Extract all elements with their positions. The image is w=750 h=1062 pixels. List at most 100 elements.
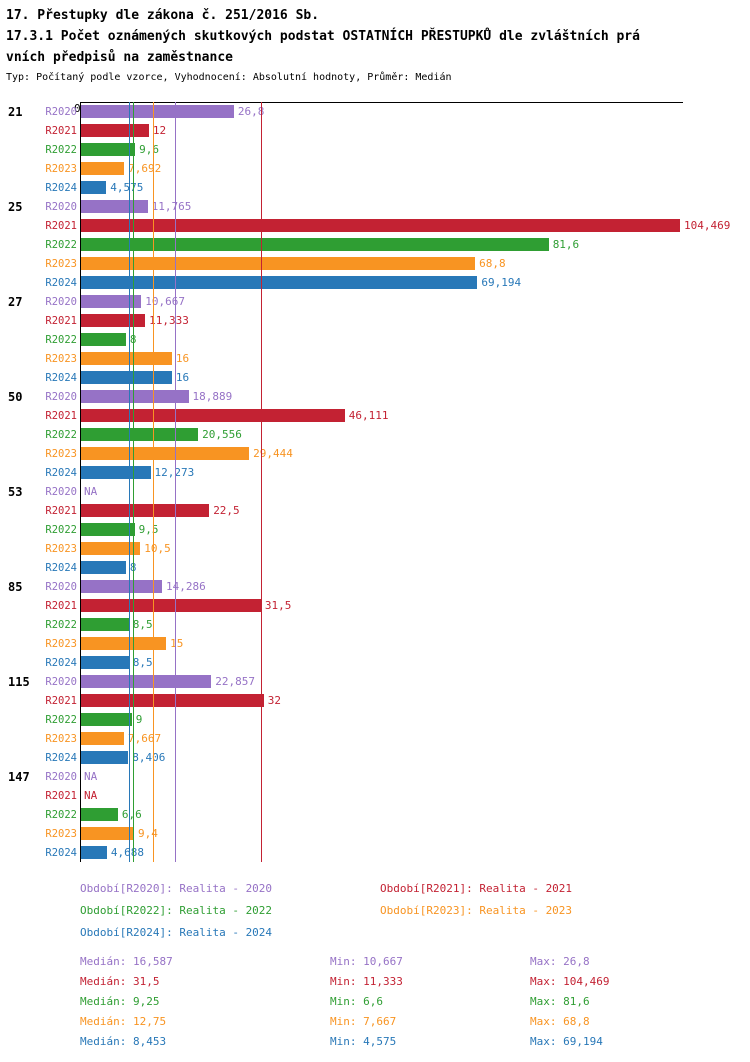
- series-label: R2023: [45, 352, 77, 365]
- report-title: 17. Přestupky dle zákona č. 251/2016 Sb.: [6, 8, 320, 23]
- bar-track: 14,286: [80, 580, 750, 593]
- stat-median-r2022: Medián: 9,25: [80, 995, 160, 1008]
- series-label: R2023: [45, 637, 77, 650]
- series-label: R2023: [45, 732, 77, 745]
- series-label: R2021: [45, 789, 77, 802]
- bar-track: 69,194: [80, 276, 750, 289]
- series-label: R2022: [45, 523, 77, 536]
- legend: Období[R2020]: Realita - 2020 Období[R202…: [80, 882, 750, 939]
- bar-track: 29,444: [80, 447, 750, 460]
- bar-row: R2024 69,194: [0, 273, 750, 292]
- value-label: 81,6: [552, 238, 580, 251]
- bar: [80, 561, 126, 574]
- stat-min-r2024: Min: 4,575: [330, 1035, 397, 1048]
- stat-min-r2022: Min: 6,6: [330, 995, 383, 1008]
- legend-item-r2022: Období[R2022]: Realita - 2022: [80, 904, 273, 917]
- stat-max-r2021: Max: 104,469: [530, 975, 610, 988]
- bar-row: R2022 20,556: [0, 425, 750, 444]
- group-label: 53: [8, 484, 23, 499]
- bar-track: 32: [80, 694, 750, 707]
- value-label: 6,6: [121, 808, 142, 821]
- bar: [80, 751, 129, 764]
- value-label: 16: [175, 371, 190, 384]
- bar: [80, 523, 135, 536]
- bar-row: 21 R2020 26,8: [0, 102, 750, 121]
- bar-track: 12,273: [80, 466, 750, 479]
- value-label: 8,5: [132, 618, 153, 631]
- bar-row: R2022 6,6: [0, 805, 750, 824]
- bar-group: 147 R2020 NA R2021 NA R2022 6,6 R2023 9,4 R2024 4,…: [0, 767, 750, 862]
- bar: [80, 599, 261, 612]
- report-subtitle-wrap: vních předpisů na zaměstnance: [6, 50, 233, 65]
- series-label: R2022: [45, 618, 77, 631]
- value-label: 4,688: [110, 846, 145, 859]
- bar-group: 50 R2020 18,889 R2021 46,111 R2022 20,556 R2023…: [0, 387, 750, 482]
- value-label: 31,5: [264, 599, 292, 612]
- bar: [80, 675, 212, 688]
- value-label: 69,194: [481, 276, 522, 289]
- value-label: 22,5: [213, 504, 240, 517]
- bar-track: 81,6: [80, 238, 750, 251]
- value-label: 9,5: [138, 523, 159, 536]
- bar: [80, 162, 125, 175]
- series-label: R2024: [45, 371, 77, 384]
- bar-track: 6,6: [80, 808, 750, 821]
- bar-group: 25 R2020 11,765 R2021 104,469 R2022 81,6 R2023 6…: [0, 197, 750, 292]
- bar: [80, 181, 107, 194]
- legend-item-r2024: Období[R2024]: Realita - 2024: [80, 926, 273, 939]
- bar: [80, 808, 118, 821]
- value-label: 8,406: [132, 751, 166, 764]
- series-label: R2024: [45, 656, 77, 669]
- series-label: R2020: [45, 200, 77, 213]
- bar: [80, 504, 210, 517]
- series-label: R2021: [45, 504, 77, 517]
- series-label: R2021: [45, 694, 77, 707]
- series-label: R2021: [45, 124, 77, 137]
- bar: [80, 827, 134, 840]
- series-label: R2024: [45, 561, 77, 574]
- bar: [80, 105, 234, 118]
- series-label: R2023: [45, 542, 77, 555]
- value-label: 12: [152, 124, 167, 137]
- bar-track: 68,8: [80, 257, 750, 270]
- legend-item-r2023: Období[R2023]: Realita - 2023: [380, 904, 573, 917]
- chart-plot: 21 R2020 26,8 R2021 12 R2022 9,6 R2023 7,692 R202…: [0, 102, 750, 862]
- series-label: R2021: [45, 219, 77, 232]
- value-label: 32: [267, 694, 282, 707]
- series-label: R2020: [45, 675, 77, 688]
- series-label: R2022: [45, 428, 77, 441]
- report-meta: Typ: Počítaný podle vzorce, Vyhodnocení:…: [6, 72, 452, 83]
- value-label: 22,857: [215, 675, 256, 688]
- legend-item-r2021: Období[R2021]: Realita - 2021: [380, 882, 573, 895]
- series-label: R2024: [45, 181, 77, 194]
- value-label: 46,111: [348, 409, 389, 422]
- bar-track: 10,667: [80, 295, 750, 308]
- value-label: 29,444: [253, 447, 293, 460]
- bar-row: R2021 104,469: [0, 216, 750, 235]
- bar-group: 53 R2020 NA R2021 22,5 R2022 9,5 R2023 10,5 R2024…: [0, 482, 750, 577]
- series-label: R2023: [45, 827, 77, 840]
- value-label: 9: [135, 713, 143, 726]
- bar: [80, 390, 189, 403]
- series-label: R2020: [45, 390, 77, 403]
- stat-max-r2024: Max: 69,194: [530, 1035, 603, 1048]
- bar-track: 9: [80, 713, 750, 726]
- series-label: R2021: [45, 599, 77, 612]
- group-label: 21: [8, 104, 23, 119]
- bar: [80, 276, 478, 289]
- bar-track: 8,5: [80, 618, 750, 631]
- bar-group: 27 R2020 10,667 R2021 11,333 R2022 8 R2023 16 R20…: [0, 292, 750, 387]
- bar: [80, 637, 167, 650]
- bar-row: R2024 4,575: [0, 178, 750, 197]
- bar-track: NA: [80, 789, 750, 802]
- stat-min-r2023: Min: 7,667: [330, 1015, 397, 1028]
- series-label: R2023: [45, 447, 77, 460]
- bar-row: R2023 68,8: [0, 254, 750, 273]
- bar-track: 8: [80, 561, 750, 574]
- bar-row: R2023 9,4: [0, 824, 750, 843]
- series-label: R2022: [45, 143, 77, 156]
- bar: [80, 732, 124, 745]
- value-label: 9,6: [139, 143, 159, 156]
- value-label: 11,765: [151, 200, 192, 213]
